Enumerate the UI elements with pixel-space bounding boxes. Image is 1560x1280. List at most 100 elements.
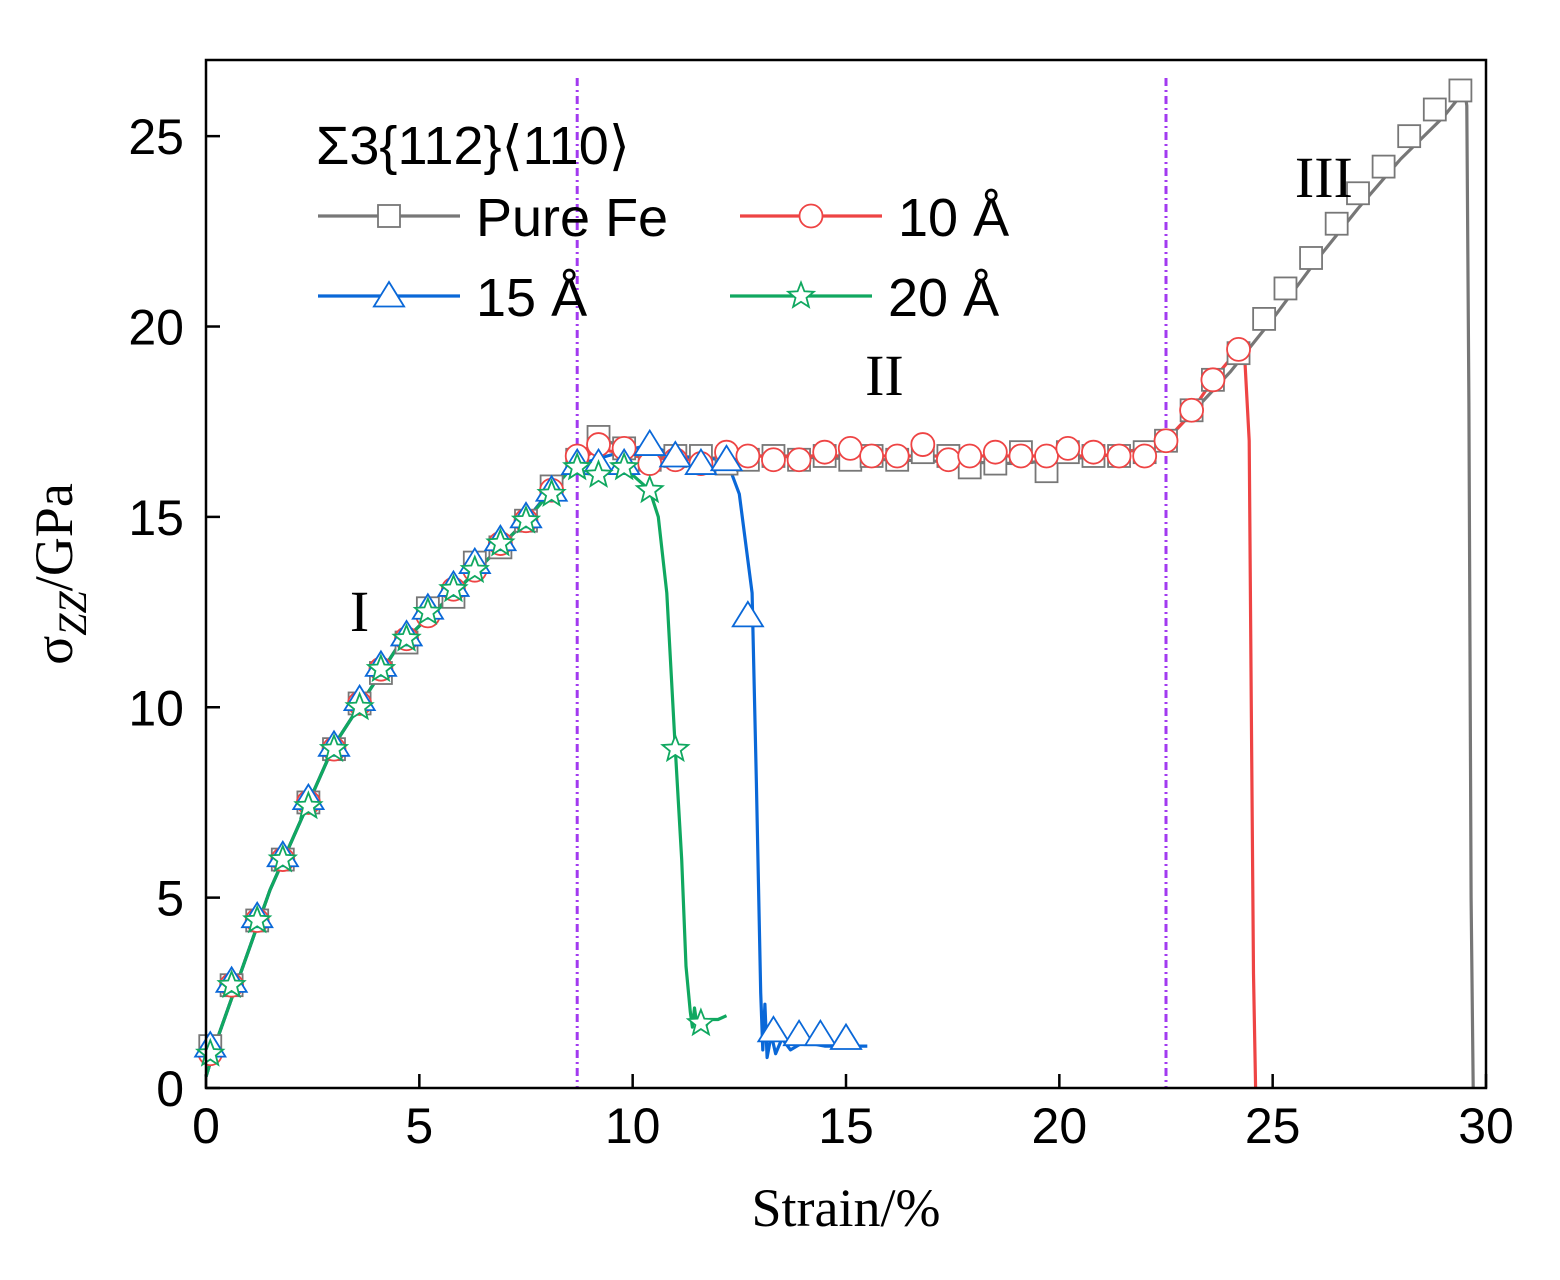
- data-point-10: [1153, 428, 1179, 454]
- data-point-20: [510, 504, 542, 534]
- data-point-pure-fe: [1324, 211, 1349, 236]
- data-point-20: [293, 790, 324, 820]
- data-point-15: [756, 1015, 791, 1043]
- x-axis-title: Strain/%: [752, 1178, 941, 1238]
- legend-title: Σ3{112}⟨110⟩: [316, 116, 630, 176]
- data-point-10: [1081, 439, 1106, 465]
- data-point-20: [438, 573, 469, 603]
- y-tick-label: 15: [128, 490, 184, 546]
- data-point-20: [391, 622, 422, 652]
- legend-item-10: 10 Å: [740, 188, 1009, 248]
- data-point-pure-fe: [1397, 124, 1422, 149]
- legend-item-20: 20 Å: [730, 268, 999, 328]
- axis-tick-labels: 0 5 10 15 20 25 30 0 5 10 15 20 25: [128, 109, 1513, 1154]
- data-point-10: [1106, 443, 1132, 469]
- legend-item-pure-fe: Pure Fe: [318, 188, 668, 248]
- series-lines: [204, 88, 1475, 1089]
- series-line-15: [204, 442, 868, 1078]
- data-point-20: [344, 691, 375, 721]
- legend-label-10: 10 Å: [898, 188, 1009, 248]
- data-point-10: [1008, 443, 1034, 469]
- data-point-15: [658, 440, 693, 468]
- y-tick-label: 25: [128, 109, 184, 165]
- data-point-20: [562, 451, 593, 481]
- data-point-15: [633, 428, 667, 456]
- x-tick-label: 20: [1032, 1098, 1088, 1154]
- x-tick-label: 30: [1458, 1098, 1514, 1154]
- legend: Σ3{112}⟨110⟩ Pure Fe 10 Å 15 Å 20 Å: [316, 116, 1009, 328]
- data-point-10: [1132, 443, 1158, 469]
- data-point-10: [761, 447, 786, 473]
- region-label-i: I: [350, 579, 369, 644]
- data-point-15: [684, 447, 718, 475]
- legend-marker-pure-fe: [377, 204, 401, 228]
- data-point-20: [216, 969, 247, 999]
- data-point-20: [536, 477, 567, 508]
- data-point-20: [318, 733, 350, 763]
- series-line-pure-fe: [204, 88, 1475, 1089]
- data-point-10: [786, 447, 812, 473]
- region-label-ii: II: [865, 343, 904, 408]
- data-point-10: [982, 439, 1008, 465]
- data-point-10: [1226, 336, 1251, 362]
- y-axis-title-symbol: σ: [24, 636, 84, 665]
- data-point-10: [1034, 443, 1059, 469]
- data-point-pure-fe: [1252, 307, 1277, 331]
- data-point-pure-fe: [1346, 181, 1370, 206]
- data-point-20: [485, 527, 516, 557]
- legend-items: Pure Fe 10 Å 15 Å 20 Å: [318, 188, 1009, 328]
- data-point-15: [803, 1018, 838, 1047]
- x-tick-label: 10: [605, 1098, 661, 1154]
- data-point-15: [731, 600, 765, 628]
- region-boundary-lines: [575, 78, 1168, 1088]
- x-tick-label: 15: [818, 1098, 874, 1154]
- y-axis-title-unit: /GPa: [24, 483, 84, 591]
- y-tick-label: 10: [128, 680, 184, 736]
- legend-marker-10: [798, 203, 824, 229]
- data-point-pure-fe: [1422, 97, 1447, 122]
- y-axis-title: σZZ/GPa: [24, 483, 95, 665]
- legend-marker-15: [372, 280, 406, 308]
- legend-label-20: 20 Å: [888, 268, 999, 328]
- region-label-iii: III: [1295, 145, 1353, 210]
- x-tick-label: 0: [192, 1098, 220, 1154]
- data-point-20: [634, 474, 665, 504]
- y-axis-title-subscript: ZZ: [50, 590, 95, 635]
- data-point-10: [936, 447, 961, 473]
- data-point-20: [459, 554, 490, 584]
- x-tick-label: 5: [405, 1098, 433, 1154]
- data-point-10: [859, 443, 884, 469]
- data-point-10: [884, 443, 910, 469]
- series-markers: [193, 78, 1473, 1067]
- data-point-10: [1055, 435, 1081, 461]
- legend-marker-20: [785, 280, 817, 309]
- data-point-10: [1200, 367, 1226, 393]
- data-point-20: [242, 904, 273, 934]
- data-point-pure-fe: [1371, 154, 1396, 179]
- data-point-20: [608, 451, 640, 481]
- data-point-pure-fe: [1448, 78, 1473, 103]
- y-tick-label: 20: [128, 300, 184, 356]
- data-point-20: [195, 1037, 226, 1067]
- data-point-20: [685, 1007, 717, 1037]
- legend-item-15: 15 Å: [318, 268, 587, 328]
- y-tick-label: 5: [156, 871, 184, 927]
- data-point-20: [583, 459, 614, 488]
- data-point-15: [829, 1022, 863, 1050]
- y-tick-label: 0: [156, 1061, 184, 1117]
- data-point-20: [660, 733, 691, 763]
- data-point-20: [267, 843, 298, 873]
- axis-ticks: [204, 134, 1488, 1090]
- data-point-15: [782, 1018, 816, 1047]
- data-point-10: [735, 443, 761, 469]
- data-point-pure-fe: [1273, 276, 1298, 301]
- legend-label-15: 15 Å: [476, 268, 587, 328]
- data-point-20: [412, 596, 444, 626]
- series-markers-20: [195, 451, 717, 1067]
- data-point-10: [957, 443, 983, 469]
- data-point-10: [1179, 397, 1204, 423]
- data-point-10: [910, 432, 936, 457]
- data-point-10: [837, 435, 863, 461]
